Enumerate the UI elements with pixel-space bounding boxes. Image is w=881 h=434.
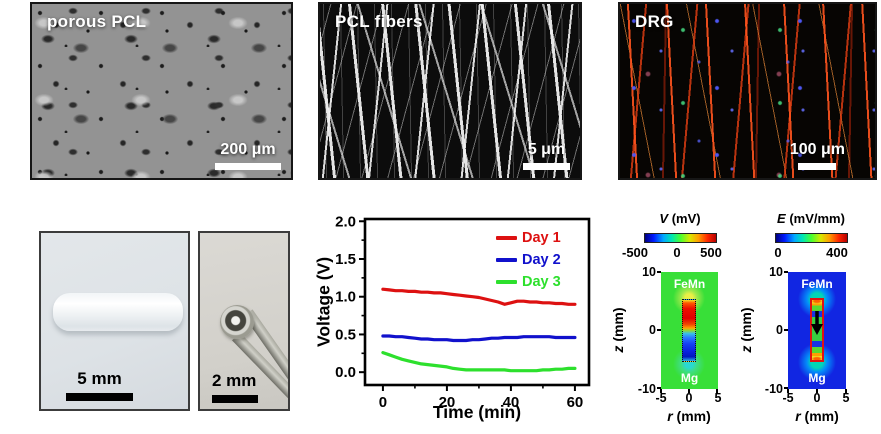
current-direction-arrow (811, 311, 823, 335)
panel-tweezers-photo: 2 mm (198, 231, 290, 411)
legend-label-day1: Day 1 (522, 230, 561, 246)
x-axis-label: Time (min) (432, 402, 522, 422)
z-tick: 10 (769, 265, 783, 279)
r-tick: -5 (655, 391, 667, 405)
colorbar-tick: 500 (700, 245, 722, 260)
panel-label: porous PCL (47, 12, 147, 31)
scale-bar (215, 163, 281, 170)
panel-scaffold-photo: 5 mm (39, 231, 190, 411)
legend-swatch-day1 (496, 236, 517, 240)
r-tick: 0 (685, 391, 693, 405)
colorbar-tick: 400 (826, 245, 848, 260)
z-tick: -10 (764, 382, 783, 396)
colorbar (644, 233, 717, 243)
colorbar-title: E (mV/mm) (777, 211, 845, 226)
scale-text: 200 μm (220, 141, 276, 158)
panel-porous-pcl-sem: porous PCL 200 μm (30, 2, 293, 180)
legend-item-day1: Day 1 (496, 227, 561, 249)
legend-swatch-day3 (496, 280, 517, 284)
svg-text:0: 0 (379, 394, 387, 411)
svg-text:0.0: 0.0 (335, 364, 356, 381)
electrode-label-top: FeMn (801, 277, 833, 291)
electrode-label-bottom: Mg (680, 371, 699, 385)
voltage-chart: 0 20 40 60 0.0 0.5 1.0 1.5 2.0 Voltage (V) Time … (312, 204, 604, 434)
svg-text:2.0: 2.0 (335, 213, 356, 230)
svg-text:1.0: 1.0 (335, 289, 356, 306)
r-axis-label: r (mm) (795, 408, 839, 424)
pcl-fibers-micrograph (320, 4, 580, 178)
r-tick: 5 (714, 391, 722, 405)
z-tick: -10 (637, 382, 656, 396)
electrode-rod (682, 299, 696, 362)
chart-legend: Day 1 Day 2 Day 3 (496, 227, 561, 293)
colorbar-title: V (mV) (659, 211, 701, 226)
efield-map-panel: E (mV/mm) 0 400 FeMn Mg 10 0 -10 -5 0 5 … (735, 205, 860, 434)
svg-text:60: 60 (567, 394, 584, 411)
legend-label-day3: Day 3 (522, 274, 561, 290)
legend-item-day2: Day 2 (496, 249, 561, 271)
scaffold-cross-section (220, 305, 254, 339)
scale-bar (523, 163, 570, 170)
z-tick: 0 (649, 323, 656, 337)
electrode-label-top: FeMn (673, 277, 706, 291)
voltage-time-plot: 0 20 40 60 0.0 0.5 1.0 1.5 2.0 (335, 213, 591, 411)
porous-pcl-micrograph (32, 4, 291, 178)
svg-text:40: 40 (503, 394, 520, 411)
voltage-heatmap: FeMn Mg (661, 272, 718, 389)
legend-label-day2: Day 2 (522, 252, 561, 268)
scale-bar (212, 395, 258, 403)
efield-heatmap: FeMn Mg (788, 272, 846, 389)
colorbar-tick: 0 (774, 245, 782, 260)
panel-pcl-fibers-sem: PCL fibers 5 μm (318, 2, 582, 180)
r-tick: 5 (842, 391, 850, 405)
z-axis-label: z (mm) (610, 307, 626, 353)
panel-label: PCL fibers (335, 12, 423, 31)
scale-text: 5 μm (527, 141, 566, 158)
svg-text:20: 20 (439, 394, 456, 411)
colorbar (775, 233, 848, 243)
r-tick: -5 (782, 391, 794, 405)
y-axis-label: Voltage (V) (313, 256, 334, 348)
colorbar-tick: 0 (673, 245, 681, 260)
scale-bar (798, 163, 837, 170)
z-axis-label: z (mm) (738, 307, 754, 353)
electrode-label-bottom: Mg (808, 371, 826, 385)
r-tick: 0 (813, 391, 821, 405)
svg-text:1.5: 1.5 (335, 251, 356, 268)
panel-label: DRG (635, 12, 674, 31)
voltage-map-panel: V (mV) -500 0 500 FeMn Mg 10 0 -10 -5 0 … (607, 205, 732, 434)
scale-bar (66, 393, 133, 401)
svg-text:0.5: 0.5 (335, 326, 356, 343)
scale-text: 2 mm (212, 371, 257, 390)
scale-text: 5 mm (77, 369, 122, 388)
legend-item-day3: Day 3 (496, 271, 561, 293)
scaffold-cylinder (53, 293, 183, 331)
r-axis-label: r (mm) (667, 408, 711, 424)
legend-swatch-day2 (496, 258, 517, 262)
z-tick: 10 (642, 265, 656, 279)
colorbar-tick: -500 (621, 245, 649, 260)
z-tick: 0 (776, 323, 783, 337)
scale-text: 100 μm (789, 141, 845, 158)
drg-micrograph (620, 4, 875, 178)
panel-drg-fluorescence: DRG 100 μm (618, 2, 877, 180)
